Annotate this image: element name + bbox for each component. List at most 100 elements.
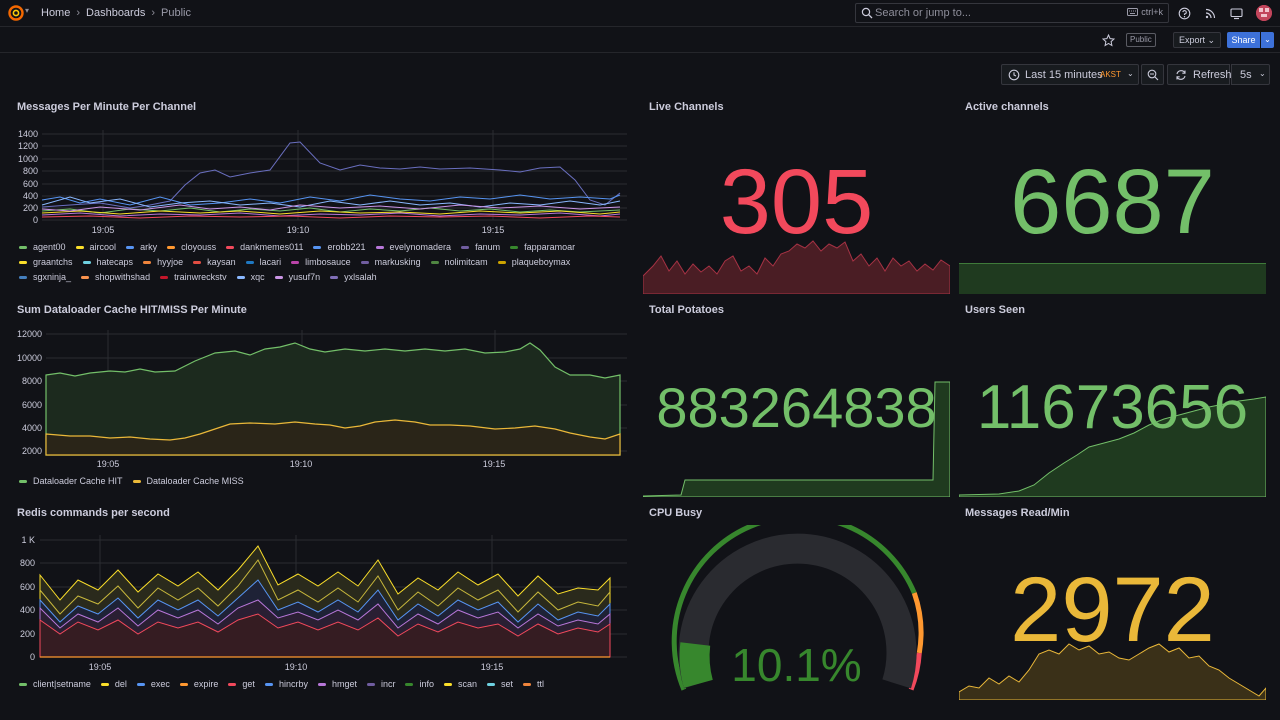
refresh-interval-label: 5s bbox=[1240, 69, 1252, 81]
legend-item[interactable]: trainwreckstv bbox=[160, 272, 227, 282]
legend-item[interactable]: hyyjoe bbox=[143, 257, 183, 267]
legend-swatch bbox=[264, 682, 273, 686]
star-icon[interactable] bbox=[1102, 34, 1115, 47]
legend-item[interactable]: limbosauce bbox=[291, 257, 351, 267]
x-tick: 19:10 bbox=[285, 662, 308, 672]
sparkline-area bbox=[643, 381, 950, 497]
legend-item[interactable]: incr bbox=[366, 679, 395, 689]
news-rss-icon[interactable] bbox=[1204, 7, 1217, 20]
legend-swatch bbox=[487, 682, 496, 686]
legend-swatch bbox=[360, 260, 369, 264]
legend-item[interactable]: set bbox=[487, 679, 513, 689]
zoom-out-button[interactable] bbox=[1141, 64, 1164, 85]
legend-item[interactable]: scan bbox=[444, 679, 477, 689]
legend-item[interactable]: info bbox=[405, 679, 434, 689]
refresh-button[interactable]: Refresh bbox=[1167, 64, 1232, 85]
legend-item[interactable]: yusuf7n bbox=[274, 272, 320, 282]
breadcrumb-dashboards[interactable]: Dashboards bbox=[86, 7, 146, 19]
legend-item[interactable]: dankmemes011 bbox=[226, 242, 303, 252]
y-tick: 10000 bbox=[17, 353, 42, 363]
legend-item[interactable]: shopwithshad bbox=[81, 272, 150, 282]
legend-label: get bbox=[242, 679, 255, 689]
legend-item[interactable]: fanum bbox=[461, 242, 500, 252]
legend-label: Dataloader Cache HIT bbox=[33, 476, 123, 486]
messages-per-minute-chart[interactable]: 1400 1200 1000 800 600 400 200 0 19:05 1… bbox=[0, 125, 640, 240]
legend-item[interactable]: graantchs bbox=[19, 257, 73, 267]
search-icon bbox=[861, 7, 873, 19]
legend-swatch bbox=[510, 245, 519, 249]
share-button[interactable]: Share bbox=[1227, 32, 1260, 48]
panel-title-messages-read[interactable]: Messages Read/Min bbox=[965, 507, 1070, 519]
panel-title-redis[interactable]: Redis commands per second bbox=[17, 507, 170, 519]
legend-item[interactable]: del bbox=[100, 679, 127, 689]
panel-title-dataloader[interactable]: Sum Dataloader Cache HIT/MISS Per Minute bbox=[17, 304, 247, 316]
y-tick: 0 bbox=[33, 215, 38, 225]
legend-label: dankmemes011 bbox=[240, 242, 304, 252]
dashboard-toolbar bbox=[0, 28, 1280, 53]
breadcrumb-home[interactable]: Home bbox=[41, 7, 71, 19]
legend-swatch bbox=[330, 275, 339, 279]
legend-item[interactable]: client|setname bbox=[19, 679, 91, 689]
legend-item[interactable]: cloyouss bbox=[167, 242, 216, 252]
legend-item[interactable]: plaqueboymax bbox=[497, 257, 570, 267]
legend-label: exec bbox=[150, 679, 170, 689]
legend-item[interactable]: xqc bbox=[236, 272, 265, 282]
legend-item[interactable]: markusking bbox=[360, 257, 421, 267]
timezone-badge: AKST bbox=[1100, 70, 1121, 79]
legend-swatch bbox=[226, 245, 235, 249]
refresh-interval-picker[interactable]: 5s ⌄ bbox=[1231, 64, 1270, 85]
zoom-out-icon bbox=[1147, 69, 1159, 81]
panel-title-users-seen[interactable]: Users Seen bbox=[965, 304, 1025, 316]
search-placeholder: Search or jump to... bbox=[875, 7, 971, 19]
active-channels-sparkline bbox=[959, 263, 1266, 294]
legend-item[interactable]: kaysan bbox=[193, 257, 236, 267]
legend-item[interactable]: lacari bbox=[245, 257, 281, 267]
legend-item[interactable]: agent00 bbox=[19, 242, 66, 252]
users-seen-sparkline bbox=[959, 396, 1266, 497]
legend-item[interactable]: evelynomadera bbox=[375, 242, 451, 252]
panel-title-total-potatoes[interactable]: Total Potatoes bbox=[649, 304, 724, 316]
panel-title-live-channels[interactable]: Live Channels bbox=[649, 101, 724, 113]
legend-swatch bbox=[497, 260, 506, 264]
mega-menu-chevron-icon[interactable]: ▾ bbox=[25, 6, 30, 15]
legend-label: arky bbox=[140, 242, 158, 252]
legend-item[interactable]: Dataloader Cache HIT bbox=[19, 476, 123, 486]
legend-item[interactable]: Dataloader Cache MISS bbox=[132, 476, 244, 486]
y-tick: 2000 bbox=[22, 446, 42, 456]
share-dropdown-chevron-icon[interactable]: ⌄ bbox=[1261, 32, 1274, 48]
dataloader-chart[interactable]: 12000 10000 8000 6000 4000 2000 19:05 19… bbox=[0, 325, 640, 470]
legend-swatch bbox=[167, 245, 176, 249]
legend-item[interactable]: hatecaps bbox=[82, 257, 133, 267]
help-icon[interactable] bbox=[1178, 7, 1191, 20]
panel-title-cpu-busy[interactable]: CPU Busy bbox=[649, 507, 703, 519]
legend-item[interactable]: get bbox=[228, 679, 255, 689]
search-input[interactable]: Search or jump to... ctrl+k bbox=[855, 3, 1169, 23]
series-line-evelynomadera bbox=[41, 212, 621, 217]
panel-title-active-channels[interactable]: Active channels bbox=[965, 101, 1049, 113]
legend-item[interactable]: fapparamoar bbox=[510, 242, 575, 252]
legend-item[interactable]: erobb221 bbox=[313, 242, 366, 252]
legend-item[interactable]: exec bbox=[136, 679, 170, 689]
legend-item[interactable]: expire bbox=[179, 679, 218, 689]
grafana-logo-icon[interactable] bbox=[8, 5, 24, 21]
time-range-picker[interactable]: Last 15 minutes AKST ⌄ bbox=[1001, 64, 1139, 85]
legend-swatch bbox=[291, 260, 300, 264]
legend-item[interactable]: nolimitcam bbox=[430, 257, 488, 267]
legend-item[interactable]: sgxninja_ bbox=[19, 272, 71, 282]
legend-swatch bbox=[523, 682, 532, 686]
legend-item[interactable]: ttl bbox=[523, 679, 544, 689]
gauge-track bbox=[678, 533, 917, 689]
legend-item[interactable]: hincrby bbox=[264, 679, 308, 689]
legend-item[interactable]: yxlsalah bbox=[330, 272, 377, 282]
user-avatar[interactable] bbox=[1256, 5, 1272, 21]
legend-swatch bbox=[19, 245, 27, 249]
export-button[interactable]: Export ⌄ bbox=[1173, 32, 1222, 48]
legend-item[interactable]: aircool bbox=[75, 242, 116, 252]
redis-chart[interactable]: 1 K 800 600 400 200 0 19:05 19:10 19:15 bbox=[0, 530, 640, 675]
legend-item[interactable]: hmget bbox=[317, 679, 357, 689]
kiosk-mode-icon[interactable] bbox=[1230, 7, 1243, 20]
y-tick: 800 bbox=[23, 166, 38, 176]
x-tick: 19:10 bbox=[287, 225, 310, 235]
panel-title-messages-per-minute[interactable]: Messages Per Minute Per Channel bbox=[17, 101, 197, 113]
legend-item[interactable]: arky bbox=[126, 242, 157, 252]
